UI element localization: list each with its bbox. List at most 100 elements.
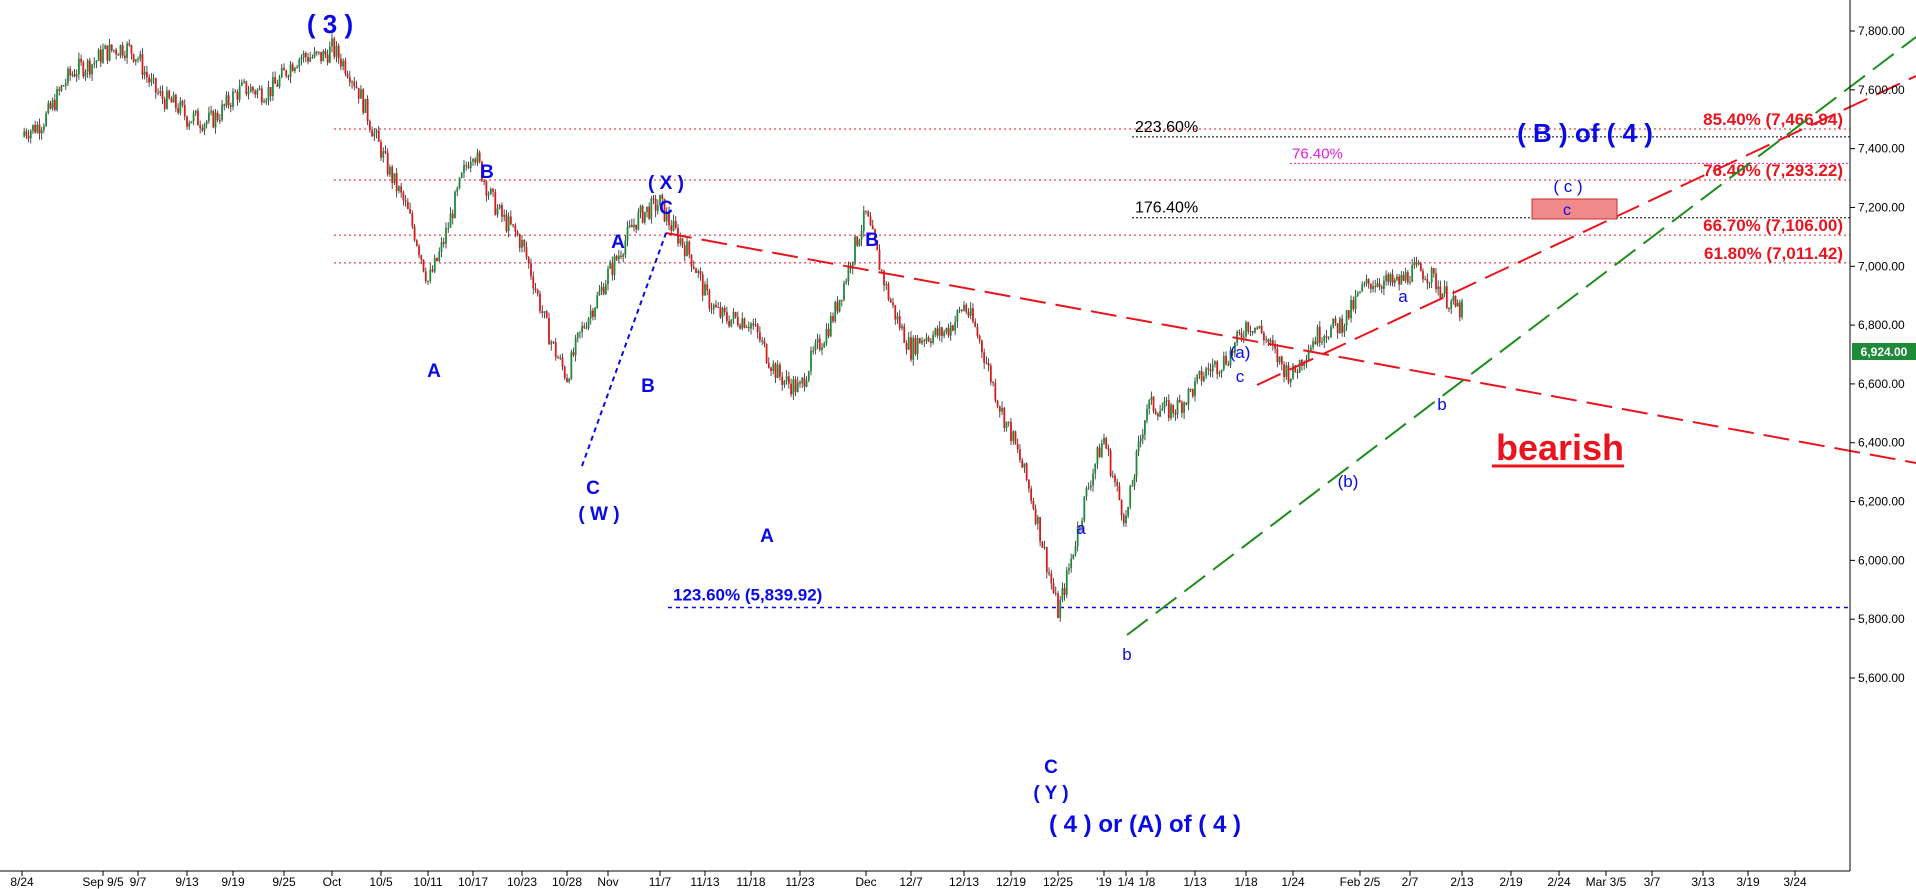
candle-body (812, 350, 815, 352)
wave-w-label: ( W ) (578, 504, 619, 525)
candle-body (183, 105, 186, 117)
candle-body (1309, 347, 1312, 351)
candle-body (58, 89, 61, 91)
candle-body (78, 58, 80, 75)
candle-body (1005, 421, 1008, 428)
candle-body (747, 326, 750, 329)
fib-levels: 85.40% (7,466.94) 76.40% (7,293.22) 66.70%… (334, 110, 1850, 609)
candle-body (333, 38, 336, 57)
candle-body (1016, 443, 1019, 450)
candle-body (1189, 388, 1192, 390)
candle-body (1176, 400, 1179, 415)
candle-body (1426, 279, 1429, 284)
candle-body (803, 378, 806, 387)
candle-body (433, 257, 436, 272)
candle-body (309, 57, 312, 62)
candle-body (583, 326, 586, 328)
candle-body (1294, 365, 1297, 372)
date-tick-label: Mar 3/5 (1586, 875, 1627, 889)
candle-body (386, 152, 389, 175)
candle-body (563, 366, 566, 378)
candle-body (402, 192, 405, 201)
candle-body (1012, 431, 1015, 441)
candle-body (865, 210, 867, 212)
candle-body (774, 363, 777, 379)
candle-body (409, 209, 411, 214)
candle-body (1365, 279, 1368, 284)
candle-body (869, 216, 872, 226)
candle-body (509, 216, 512, 225)
candle-body (761, 340, 764, 342)
candle-body (898, 316, 901, 329)
candle-body (73, 73, 76, 77)
date-tick-label: 9/13 (175, 875, 199, 889)
candle-body (80, 58, 83, 63)
candle-body (238, 85, 241, 100)
candle-body (119, 45, 122, 56)
candle-body (880, 269, 883, 271)
candle-body (34, 124, 37, 133)
candle-body (941, 327, 943, 336)
candle-body (1411, 265, 1414, 282)
candle-body (186, 116, 188, 127)
candle-body (357, 87, 360, 99)
candle-body (108, 44, 111, 61)
candle-body (1161, 408, 1164, 411)
candle-body (956, 310, 959, 322)
candle-body (648, 206, 651, 219)
candle-body (860, 230, 863, 240)
candle-body (492, 188, 494, 192)
candle-body (1054, 592, 1057, 594)
candle-body (115, 49, 118, 55)
candle-body (523, 239, 526, 247)
candle-body (1256, 327, 1259, 329)
candle-body (291, 64, 294, 72)
candle-body (1139, 438, 1142, 442)
candle-body (218, 120, 221, 122)
candle-body (159, 91, 162, 93)
wave-3-label: ( 3 ) (307, 9, 353, 39)
candle-body (622, 254, 625, 257)
wave-a-paren-label: (a) (1230, 343, 1251, 362)
candle-body (342, 60, 345, 67)
candle-body (93, 62, 96, 65)
candle-body (1432, 268, 1435, 274)
wave-a-small-label: a (1076, 519, 1086, 538)
candle-body (732, 312, 735, 320)
candle-body (1170, 404, 1172, 419)
candle-body (539, 293, 541, 312)
candle-body (554, 341, 557, 358)
price-tick-label: 7,600.00 (1858, 83, 1905, 97)
wave-c-small-label: c (1236, 367, 1245, 386)
candle-body (328, 46, 331, 63)
candle-body (194, 110, 197, 114)
candle-body (1345, 310, 1348, 326)
candle-body (1034, 508, 1037, 524)
candle-body (346, 73, 349, 78)
candle-body (1369, 283, 1372, 290)
candle-body (952, 325, 954, 331)
date-tick-label: 12/25 (1043, 875, 1073, 889)
candle-body (1372, 286, 1374, 290)
candle-body (1276, 348, 1279, 363)
candle-body (736, 316, 739, 326)
candle-body (1378, 283, 1381, 287)
candle-body (320, 51, 322, 62)
candle-body (708, 290, 711, 309)
candle-body (267, 87, 270, 100)
candle-body (945, 328, 948, 333)
candle-body (1402, 275, 1405, 281)
candle-body (536, 290, 539, 294)
fib-level-label: 66.70% (7,106.00) (1703, 216, 1843, 235)
descending-trend-line (665, 232, 1916, 464)
candle-body (587, 318, 590, 328)
candle-body (227, 95, 230, 106)
candle-body (75, 74, 78, 77)
candle-body (717, 306, 720, 308)
wave-labels: ( 3 ) B A ( X ) C A B C ( W ) B A C ( Y … (307, 9, 1653, 838)
candle-body (576, 332, 579, 338)
date-tick-label: 1/18 (1234, 875, 1258, 889)
candle-body (794, 379, 797, 392)
price-tick-label: 6,800.00 (1858, 318, 1905, 332)
